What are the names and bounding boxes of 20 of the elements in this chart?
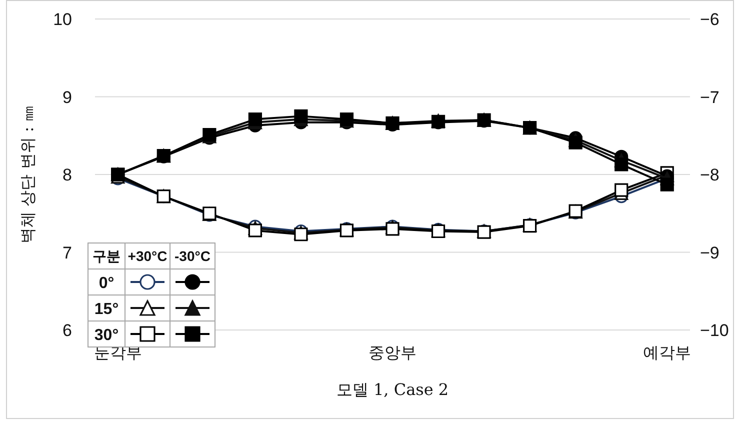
annotation: -30°C	[174, 248, 210, 264]
annotation: +30°C	[128, 248, 168, 264]
y2-tick-label: −8	[700, 166, 720, 184]
legend-label: 30°	[94, 327, 119, 344]
y2-tick-label: −7	[700, 88, 720, 107]
y2-tick-label: −10	[700, 321, 729, 340]
y2-tick-label: −9	[700, 243, 720, 262]
x-tick-label: 중앙부	[368, 343, 416, 362]
y-axis-title: 벽체 상단 변위 : ㎜	[18, 106, 37, 244]
y-tick-label: 8	[62, 166, 72, 184]
y-tick-label: 9	[62, 88, 72, 107]
y2-tick-label: −6	[700, 10, 720, 29]
y-tick-label: 6	[62, 321, 72, 340]
legend-title: 구분	[92, 248, 120, 264]
legend-label: 0°	[98, 275, 114, 292]
y-tick-label: 7	[62, 243, 72, 262]
legend-label: 15°	[94, 301, 119, 318]
y-tick-label: 10	[53, 10, 72, 29]
x-axis-title: 모델 1, Case 2	[336, 380, 449, 399]
x-tick-label: 예각부	[643, 343, 692, 362]
